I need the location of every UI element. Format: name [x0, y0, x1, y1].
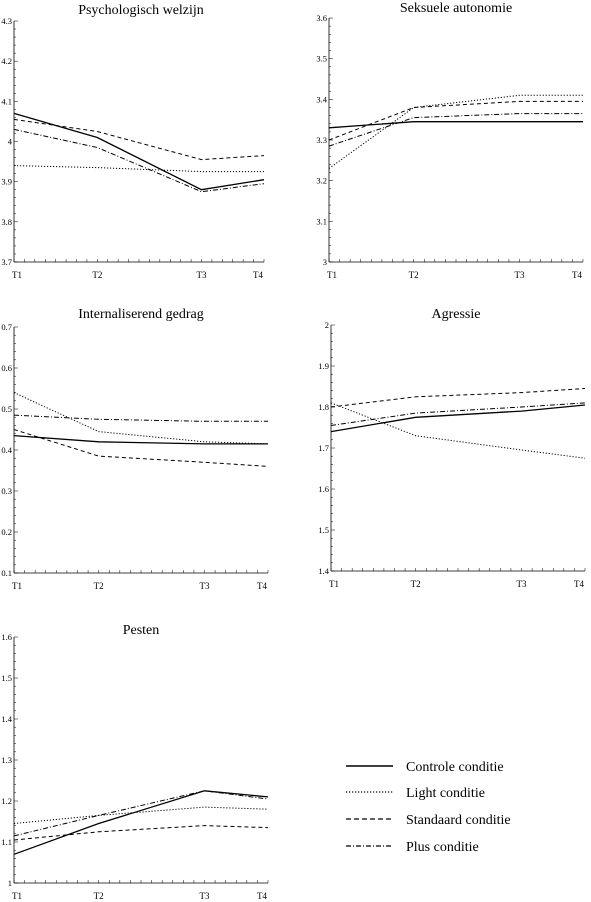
y-tick-label: 1.4	[1, 714, 12, 724]
x-tick-label: T1	[12, 891, 22, 901]
y-tick-label: 1.4	[318, 566, 329, 576]
series-line-light	[328, 94, 583, 169]
series-line-light	[13, 392, 269, 445]
y-tick-label: 4.1	[1, 96, 12, 106]
y-tick-label: 1.1	[1, 837, 12, 847]
y-tick-label: 3.7	[1, 257, 12, 267]
series-line-controle	[13, 790, 269, 855]
x-tick-label: T2	[409, 270, 419, 280]
chart-title: Agressie	[432, 307, 481, 322]
y-tick-label: 1.6	[318, 484, 329, 494]
y-tick-label: 0.1	[1, 568, 12, 578]
series-line-light	[13, 806, 269, 824]
chart-pesten: Pesten 1 1.1 1.2 1.3 1.4 1.5 1.6 T1 T2 T3 T4	[1, 623, 269, 901]
series-line-standaard	[328, 100, 583, 141]
y-tick-label: 1.6	[1, 632, 12, 642]
y-tick-label: 3.1	[316, 216, 327, 226]
legend-item-controle: Controle conditie	[346, 760, 504, 775]
y-tick-label: 1.9	[318, 361, 329, 371]
y-tick-label: 0.2	[1, 527, 12, 537]
series-line-plus	[328, 113, 583, 147]
series-line-plus	[13, 128, 265, 193]
x-tick-label: T4	[574, 579, 584, 589]
legend-item-standaard: Standaard conditie	[346, 813, 511, 828]
chart-title: Psychologisch welzijn	[78, 3, 204, 18]
x-tick-label: T2	[92, 270, 102, 280]
x-tick-label: T1	[329, 579, 339, 589]
chart-agressie: Agressie 1.4 1.5 1.6 1.7 1.8 1.9 2 T1 T2 T3 T4	[318, 307, 586, 589]
y-tick-label: 1.7	[318, 443, 329, 453]
series-line-standaard	[330, 388, 586, 408]
chart-psychologisch-welzijn: Psychologisch welzijn 3.7 3.8 3.9 4 4.1 4.2 4.…	[1, 3, 265, 280]
y-tick-label: 3.9	[1, 177, 12, 187]
x-tick-label: T3	[200, 581, 210, 591]
y-tick-label: 2	[325, 320, 329, 330]
series-line-standaard	[13, 429, 269, 467]
series-line-plus	[330, 402, 586, 426]
y-tick-label: 3.5	[316, 54, 327, 64]
chart-title: Seksuele autonomie	[400, 1, 512, 16]
legend-item-light: Light conditie	[346, 786, 485, 801]
y-tick-label: 0.4	[1, 445, 12, 455]
y-tick-label: 0.7	[1, 322, 12, 332]
y-tick-label: 4.3	[1, 16, 12, 26]
y-tick-label: 3	[323, 257, 327, 267]
legend-label: Controle conditie	[406, 760, 504, 775]
x-tick-label: T2	[411, 579, 421, 589]
x-tick-label: T4	[257, 891, 267, 901]
legend-label: Standaard conditie	[406, 813, 511, 828]
series-line-controle	[13, 434, 268, 445]
chart-internaliserend-gedrag: Internaliserend gedrag 0.1 0.2 0.3 0.4 0.5 0.…	[1, 307, 269, 591]
y-tick-label: 3.2	[316, 176, 327, 186]
series-line-light	[13, 165, 264, 173]
x-tick-label: T4	[253, 270, 263, 280]
y-tick-label: 1	[8, 878, 12, 888]
y-tick-label: 1.5	[1, 673, 12, 683]
series-line-plus	[13, 790, 269, 837]
x-tick-label: T4	[572, 270, 582, 280]
chart-title: Pesten	[123, 623, 160, 638]
x-tick-label: T1	[12, 581, 22, 591]
y-tick-label: 3.4	[316, 94, 327, 104]
x-tick-label: T4	[257, 581, 267, 591]
x-tick-label: T3	[515, 270, 525, 280]
legend: Controle conditie Light conditie Standaa…	[346, 760, 511, 855]
y-tick-label: 0.3	[1, 486, 12, 496]
y-tick-label: 4	[8, 137, 13, 147]
x-tick-label: T1	[327, 270, 337, 280]
x-tick-label: T3	[197, 270, 207, 280]
series-line-plus	[13, 414, 268, 422]
series-line-controle	[330, 404, 586, 433]
y-tick-label: 4.2	[1, 56, 12, 66]
y-tick-label: 1.5	[318, 525, 329, 535]
y-tick-label: 0.6	[1, 363, 12, 373]
x-tick-label: T2	[94, 581, 104, 591]
x-tick-label: T1	[12, 270, 22, 280]
y-tick-label: 3.8	[1, 217, 12, 227]
series-line-standaard	[13, 825, 269, 841]
chart-seksuele-autonomie: Seksuele autonomie 3 3.1 3.2 3.3 3.4 3.5 3.6 T1…	[316, 1, 584, 280]
y-tick-label: 3.3	[316, 135, 327, 145]
series-line-standaard	[13, 118, 265, 161]
y-tick-label: 1.3	[1, 755, 12, 765]
series-line-light	[330, 402, 586, 459]
x-tick-label: T3	[200, 891, 210, 901]
x-tick-label: T3	[517, 579, 527, 589]
x-tick-label: T2	[94, 891, 104, 901]
y-tick-label: 3.6	[316, 13, 327, 23]
legend-item-plus: Plus conditie	[346, 840, 479, 855]
y-tick-label: 1.8	[318, 402, 329, 412]
chart-title: Internaliserend gedrag	[78, 307, 204, 322]
legend-label: Plus conditie	[406, 840, 479, 855]
y-tick-label: 1.2	[1, 796, 12, 806]
series-line-controle	[328, 121, 583, 129]
legend-label: Light conditie	[406, 786, 485, 801]
y-tick-label: 0.5	[1, 404, 12, 414]
